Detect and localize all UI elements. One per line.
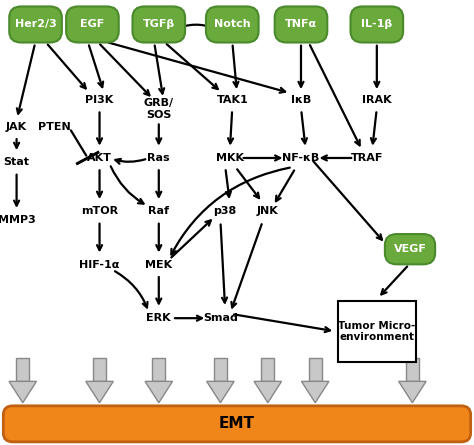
FancyBboxPatch shape [9,6,62,42]
Polygon shape [9,381,36,403]
Text: VEGF: VEGF [393,244,427,254]
Bar [309,358,322,381]
Bar [152,358,165,381]
Bar [214,358,227,381]
Text: Tumor Micro-
environment: Tumor Micro- environment [338,321,415,342]
Text: IL-1β: IL-1β [361,20,392,29]
Polygon shape [86,381,113,403]
Text: TGFβ: TGFβ [143,20,175,29]
Polygon shape [207,381,234,403]
Text: PI3K: PI3K [85,95,114,105]
FancyBboxPatch shape [350,6,403,42]
FancyBboxPatch shape [274,6,327,42]
Text: MMP3: MMP3 [0,215,36,225]
Polygon shape [145,381,173,403]
Text: Smad: Smad [203,313,238,323]
Text: AKT: AKT [87,153,112,163]
FancyBboxPatch shape [66,6,118,42]
Text: p38: p38 [213,206,237,216]
Polygon shape [254,381,282,403]
FancyBboxPatch shape [206,6,259,42]
Polygon shape [399,381,426,403]
Text: EGF: EGF [80,20,105,29]
Text: mTOR: mTOR [81,206,118,216]
Text: IκB: IκB [291,95,311,105]
Text: Ras: Ras [147,153,170,163]
Polygon shape [301,381,329,403]
Text: EMT: EMT [219,417,255,431]
Text: TRAF: TRAF [351,153,383,163]
Text: NF-κB: NF-κB [283,153,319,163]
Text: HIF-1α: HIF-1α [79,260,120,270]
Text: TAK1: TAK1 [217,95,248,105]
Text: ERK: ERK [146,313,171,323]
FancyBboxPatch shape [132,6,185,42]
Text: Her2/3: Her2/3 [15,20,56,29]
Bar [337,302,416,361]
Text: JAK: JAK [6,122,27,132]
Text: MKK: MKK [216,153,244,163]
Bar [406,358,419,381]
FancyBboxPatch shape [3,406,471,442]
Text: GRB/
SOS: GRB/ SOS [144,98,174,120]
Text: PTEN: PTEN [38,122,71,132]
Text: JNK: JNK [257,206,279,216]
Bar [93,358,106,381]
Text: Notch: Notch [214,20,251,29]
Text: IRAK: IRAK [362,95,392,105]
Bar [261,358,274,381]
Text: Raf: Raf [148,206,169,216]
Text: MEK: MEK [145,260,173,270]
Bar [16,358,29,381]
Text: TNFα: TNFα [285,20,317,29]
Text: Stat: Stat [4,158,29,167]
FancyBboxPatch shape [385,234,435,264]
